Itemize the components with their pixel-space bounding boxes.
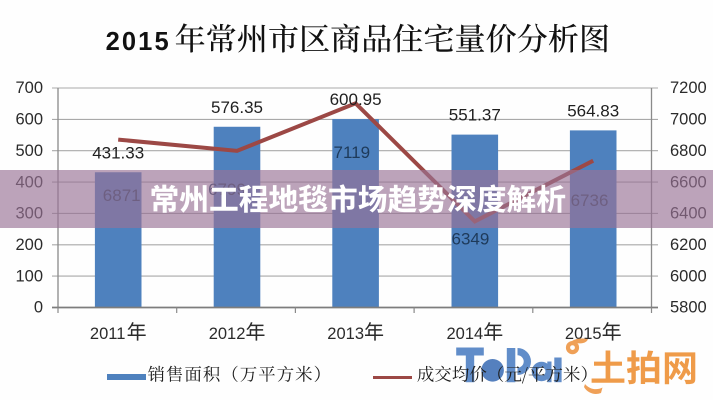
svg-text:2015: 2015 [106, 28, 171, 56]
svg-text:576.35: 576.35 [211, 98, 263, 117]
svg-text:100: 100 [15, 267, 43, 285]
svg-text:564.83: 564.83 [567, 102, 619, 121]
svg-text:6000: 6000 [670, 267, 707, 285]
svg-text:2011: 2011 [90, 325, 125, 343]
svg-text:2012: 2012 [209, 325, 246, 343]
svg-text:551.37: 551.37 [449, 106, 501, 125]
svg-text:600: 600 [15, 111, 43, 129]
svg-text:7000: 7000 [670, 111, 707, 129]
svg-text:500: 500 [15, 142, 43, 160]
svg-text:2014: 2014 [447, 325, 484, 343]
svg-text:5800: 5800 [670, 299, 707, 317]
svg-text:431.33: 431.33 [92, 143, 144, 162]
svg-text:6349: 6349 [451, 230, 489, 249]
svg-text:2013: 2013 [327, 325, 364, 343]
svg-text:6800: 6800 [670, 142, 707, 160]
svg-text:200: 200 [15, 236, 43, 254]
svg-text:600.95: 600.95 [330, 90, 382, 109]
svg-text:6200: 6200 [670, 236, 707, 254]
svg-text:0: 0 [34, 299, 43, 317]
svg-text:2015: 2015 [565, 325, 602, 343]
svg-text:700: 700 [15, 79, 43, 97]
svg-text:7119: 7119 [334, 143, 371, 162]
svg-text:7200: 7200 [670, 79, 707, 97]
